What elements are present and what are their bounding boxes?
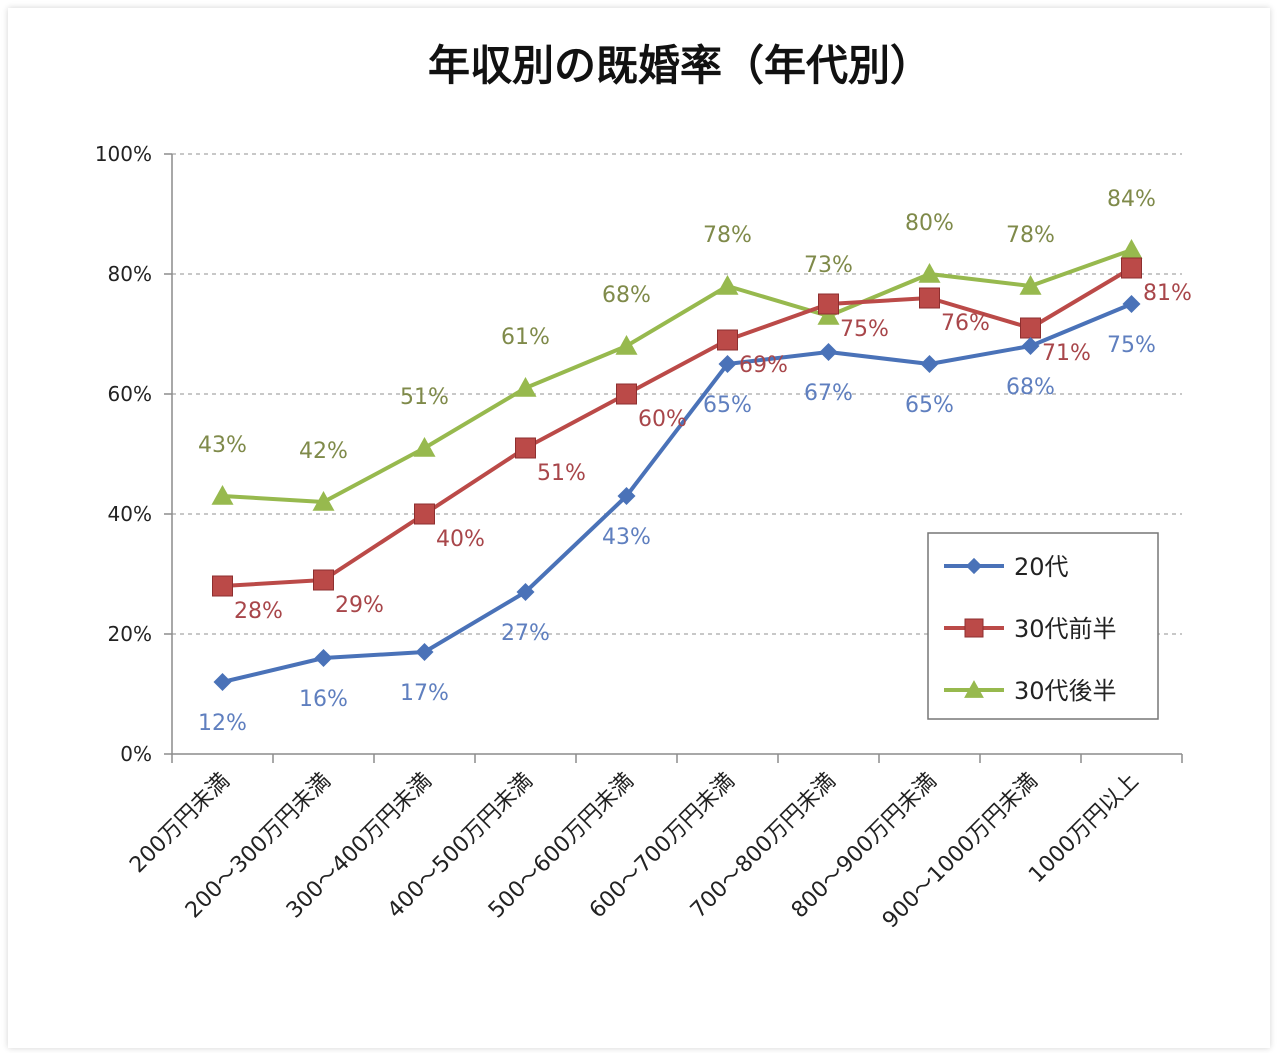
data-point [716,275,739,295]
data-label: 51% [537,461,586,486]
data-point [1019,275,1042,295]
series-line [222,266,1133,588]
data-label: 76% [941,311,990,336]
data-label: 40% [436,527,485,552]
data-point [920,355,939,373]
data-point [312,491,335,511]
data-point [516,583,535,601]
data-point [213,673,232,691]
series-lines [222,248,1133,684]
y-axis-ticks: 0% 20% 40% 60% 80% 100% [95,142,172,766]
data-point [919,287,940,309]
data-point [615,335,638,355]
data-label: 69% [739,353,788,378]
data-label: 29% [335,593,384,618]
chart-frame [8,8,1270,1048]
data-label: 75% [840,317,889,342]
data-point [1020,317,1041,339]
data-label: 67% [804,381,853,406]
data-point [314,649,333,667]
data-point [414,503,435,525]
data-point [413,437,436,457]
data-point [212,575,233,597]
legend-label: 30代前半 [1014,615,1117,643]
data-point [819,343,838,361]
data-point [415,643,434,661]
data-label: 42% [299,439,348,464]
data-labels: 12% 16% 17% 27% 43% 65% 67% 65% 68% 75% 28% 29% 40% 5… [198,187,1192,736]
data-label: 84% [1107,187,1156,212]
legend-marker [965,557,983,575]
data-label: 43% [198,433,247,458]
data-label: 12% [198,711,247,736]
chart-title: 年収別の既婚率（年代別） [428,41,932,90]
data-point [1122,295,1141,313]
y-tick-label: 100% [95,142,152,166]
data-point [818,293,839,315]
series-markers [211,239,1143,691]
legend-label: 20代 [1014,553,1069,581]
data-label: 60% [638,407,687,432]
data-point [1021,337,1040,355]
data-label: 78% [1006,223,1055,248]
data-label: 71% [1042,341,1091,366]
y-tick-label: 20% [108,622,152,646]
series-line [222,302,1133,684]
data-label: 27% [501,621,550,646]
data-label: 78% [703,223,752,248]
data-point [515,437,536,459]
data-label: 61% [501,325,550,350]
legend-marker [964,680,984,698]
data-point [918,263,941,283]
legend: 20代 30代前半 30代後半 [927,532,1159,720]
data-label: 43% [602,525,651,550]
data-point [514,377,537,397]
data-label: 81% [1143,281,1192,306]
y-tick-label: 80% [108,262,152,286]
data-label: 73% [804,253,853,278]
data-point [817,305,840,325]
series-line [222,248,1133,504]
data-label: 80% [905,211,954,236]
data-point [616,383,637,405]
data-label: 16% [299,687,348,712]
data-label: 75% [1107,333,1156,358]
data-point [718,355,737,373]
data-point [211,485,234,505]
y-tick-label: 60% [108,382,152,406]
data-point [1121,257,1142,279]
legend-marker [964,618,984,638]
x-tick-label: 200万円未満 [125,769,235,879]
y-tick-label: 0% [120,742,152,766]
data-point [313,569,334,591]
data-label: 17% [400,681,449,706]
data-label: 65% [703,393,752,418]
y-tick-label: 40% [108,502,152,526]
data-point [1120,239,1143,259]
x-axis-ticks: 200万円未満200～300万円未満300～400万円未満400～500万円未満… [125,754,1183,933]
data-label: 68% [602,283,651,308]
data-point [717,329,738,351]
data-point [617,487,636,505]
data-label: 28% [234,599,283,624]
data-label: 65% [905,393,954,418]
legend-label: 30代後半 [1014,677,1117,705]
data-label: 51% [400,385,449,410]
data-label: 68% [1006,375,1055,400]
